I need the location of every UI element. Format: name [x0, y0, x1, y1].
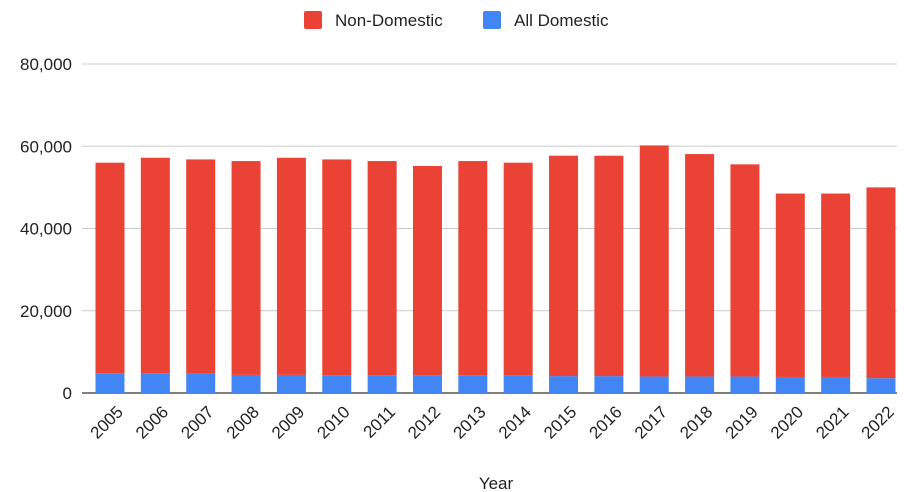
- x-tick-label: 2005: [87, 402, 127, 442]
- legend-label-all-domestic: All Domestic: [514, 11, 609, 30]
- bar-all-domestic-2016: [594, 376, 624, 393]
- y-tick-label: 60,000: [20, 137, 72, 156]
- bar-all-domestic-2018: [685, 376, 715, 393]
- bar-non-domestic-2008: [231, 161, 261, 375]
- bar-all-domestic-2017: [639, 376, 669, 393]
- bar-non-domestic-2005: [95, 162, 125, 374]
- bar-non-domestic-2006: [140, 157, 170, 374]
- gridlines: [82, 63, 897, 394]
- x-axis-title: Year: [479, 474, 514, 492]
- x-axis-ticks: 2005 2006 2007 2008 2009 2010 2011 2012 2013 2014…: [87, 402, 898, 442]
- bar-non-domestic-2011: [367, 161, 397, 376]
- y-tick-label: 40,000: [20, 220, 72, 239]
- x-tick-label: 2011: [360, 402, 399, 441]
- x-tick-label: 2015: [540, 402, 580, 442]
- bar-non-domestic-2016: [594, 155, 624, 377]
- x-tick-label: 2007: [177, 402, 217, 442]
- bar-non-domestic-2013: [458, 161, 488, 376]
- bar-non-domestic-2022: [866, 187, 896, 379]
- bar-all-domestic-2010: [322, 375, 352, 393]
- bar-non-domestic-2007: [186, 159, 216, 374]
- bar-non-domestic-2009: [276, 157, 306, 375]
- bars: [95, 145, 896, 393]
- bar-non-domestic-2010: [322, 159, 352, 376]
- y-tick-label: 0: [63, 384, 72, 403]
- x-tick-label: 2010: [313, 402, 353, 442]
- bar-non-domestic-2019: [730, 164, 760, 377]
- y-axis-ticks: 0 20,000 40,000 60,000 80,000: [20, 55, 72, 403]
- bar-all-domestic-2011: [367, 375, 397, 393]
- y-tick-label: 80,000: [20, 55, 72, 74]
- x-tick-label: 2016: [586, 402, 626, 442]
- x-tick-label: 2012: [404, 402, 444, 442]
- bar-all-domestic-2021: [821, 376, 851, 393]
- bar-all-domestic-2008: [231, 374, 261, 393]
- bar-all-domestic-2009: [276, 374, 306, 393]
- legend-swatch-non-domestic: [304, 11, 322, 29]
- bar-all-domestic-2014: [503, 375, 533, 393]
- bar-all-domestic-2012: [412, 375, 442, 393]
- x-tick-label: 2017: [631, 402, 671, 442]
- legend: Non-Domestic All Domestic: [304, 11, 609, 30]
- bar-all-domestic-2013: [458, 375, 488, 393]
- bar-non-domestic-2012: [412, 165, 442, 376]
- bar-non-domestic-2018: [685, 154, 715, 377]
- x-tick-label: 2018: [676, 402, 716, 442]
- legend-swatch-all-domestic: [483, 11, 501, 29]
- x-tick-label: 2013: [449, 402, 489, 442]
- x-tick-label: 2008: [223, 402, 263, 442]
- bar-all-domestic-2020: [775, 376, 805, 393]
- x-tick-label: 2014: [495, 402, 535, 442]
- bar-all-domestic-2015: [549, 376, 579, 393]
- x-tick-label: 2009: [268, 402, 308, 442]
- x-tick-label: 2022: [858, 402, 898, 442]
- x-tick-label: 2020: [767, 402, 807, 442]
- legend-label-non-domestic: Non-Domestic: [335, 11, 443, 30]
- bar-non-domestic-2020: [775, 193, 805, 377]
- bar-all-domestic-2006: [140, 373, 170, 393]
- bar-all-domestic-2005: [95, 373, 125, 393]
- bar-all-domestic-2019: [730, 376, 760, 393]
- bar-non-domestic-2021: [821, 193, 851, 377]
- bar-non-domestic-2017: [639, 145, 669, 377]
- bar-non-domestic-2014: [503, 162, 533, 376]
- bar-non-domestic-2015: [549, 155, 579, 377]
- x-tick-label: 2021: [812, 402, 852, 442]
- x-tick-label: 2006: [132, 402, 172, 442]
- bar-all-domestic-2022: [866, 378, 896, 393]
- bar-all-domestic-2007: [186, 373, 216, 393]
- x-tick-label: 2019: [722, 402, 762, 442]
- y-tick-label: 20,000: [20, 302, 72, 321]
